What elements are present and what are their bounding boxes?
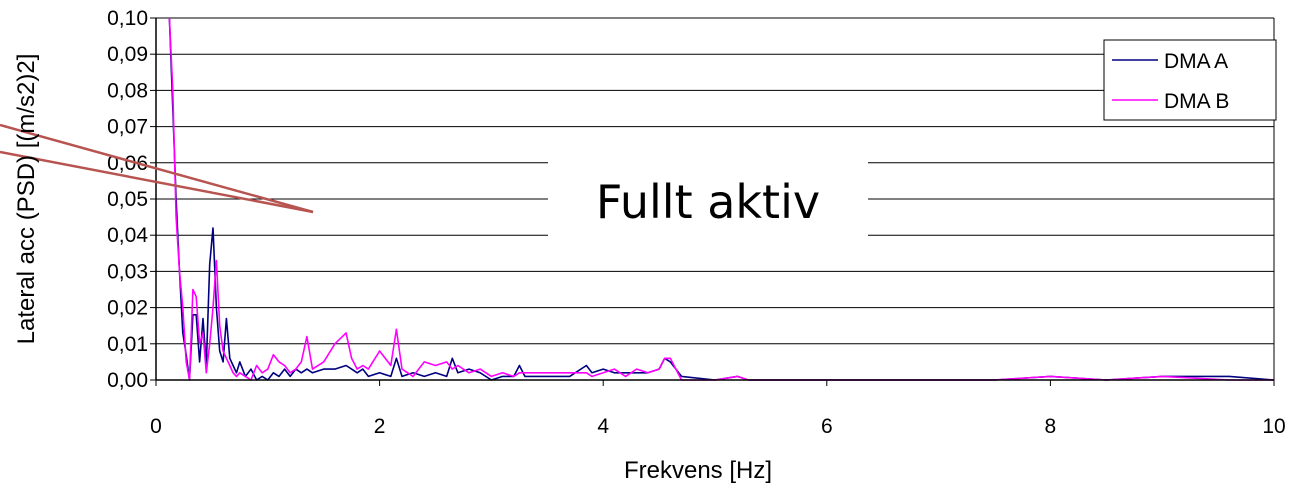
x-tick-label: 0: [150, 415, 162, 438]
legend-box: [1103, 39, 1277, 121]
annotation-box: [548, 160, 868, 240]
y-tick-label: 0,09: [107, 43, 148, 66]
series-line-dma-b: [168, 17, 1274, 381]
y-tick-label: 0,08: [107, 79, 148, 102]
y-tick-label: 0,03: [107, 260, 148, 283]
y-tick-label: 0,07: [107, 116, 148, 139]
x-axis: 0 2 4 6 8 10: [150, 380, 1286, 438]
legend: DMA A DMA B: [1103, 39, 1277, 121]
x-axis-title: Frekvens [Hz]: [624, 457, 772, 484]
y-tick-label: 0,05: [107, 188, 148, 211]
x-tick-label: 4: [597, 415, 609, 438]
legend-label-dma-a: DMA A: [1164, 50, 1228, 73]
legend-label-dma-b: DMA B: [1164, 90, 1229, 113]
pointer-line-upper: [0, 123, 314, 214]
y-tick-label: 0,10: [107, 7, 148, 30]
x-tick-label: 10: [1262, 415, 1285, 438]
y-tick-label: 0,01: [107, 333, 148, 356]
y-tick-label: 0,00: [107, 369, 148, 392]
pointer-line-lower: [0, 150, 314, 214]
y-tick-label: 0,04: [107, 224, 148, 247]
series-lines: [168, 17, 1275, 381]
x-tick-label: 2: [374, 415, 386, 438]
x-tick-label: 8: [1045, 415, 1057, 438]
y-axis: 0,000,010,020,030,040,050,060,070,080,09…: [107, 7, 156, 392]
series-line-dma-a: [168, 17, 1275, 381]
x-tick-label: 6: [821, 415, 833, 438]
y-tick-label: 0,02: [107, 297, 148, 320]
annotation-text: Fullt aktiv: [596, 175, 820, 229]
y-axis-title: Lateral acc (PSD) [(m/s2)2]: [13, 54, 40, 345]
